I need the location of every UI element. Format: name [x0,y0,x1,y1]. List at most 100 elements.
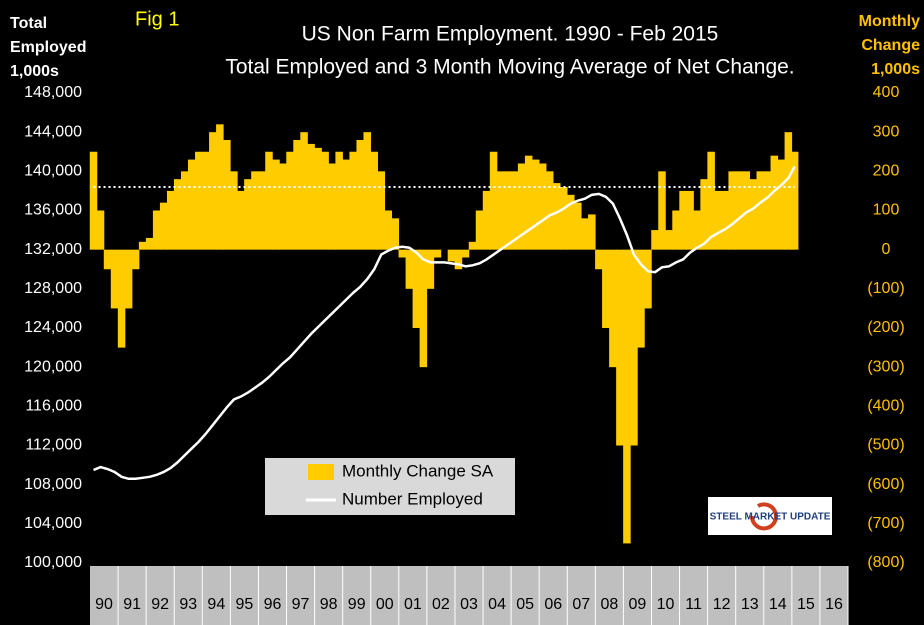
bar [517,163,526,250]
bar [103,249,112,270]
y2-tick-label: (700) [867,515,904,532]
y2-tick-label: 200 [873,163,900,180]
bar [131,249,140,270]
bar [658,171,666,250]
bar [538,163,547,250]
bar [202,151,210,250]
x-tick-label: 99 [348,596,366,613]
y-tick-label: 116,000 [25,398,82,415]
bar [777,159,786,250]
bar [419,249,428,368]
y-tick-label: 132,000 [24,241,82,258]
chart-title: US Non Farm Employment. 1990 - Feb 2015 [302,23,719,46]
bar [195,151,203,250]
bar [496,171,505,250]
bar [581,218,589,250]
legend-label: Monthly Change SA [342,461,494,480]
bar [279,163,287,250]
x-tick-label: 04 [488,596,506,613]
legend [265,458,515,515]
bar [616,249,624,446]
bar [735,171,743,250]
bar [286,151,294,250]
bar [258,171,266,250]
bar [510,171,519,250]
bar [342,159,350,250]
bar [314,147,322,250]
bar [335,151,343,250]
bar [644,249,652,309]
bar [117,249,126,348]
bar [180,171,189,250]
bar [370,151,379,250]
x-tick-label: 01 [404,596,422,613]
x-tick-label: 15 [797,596,815,613]
bar [328,163,336,250]
bar [707,151,715,250]
bar [138,241,147,250]
y2-tick-label: 100 [873,202,900,219]
bar [377,171,386,250]
bar [173,179,182,250]
x-axis-band [90,566,848,625]
bar [124,249,133,309]
x-tick-label: 16 [825,596,843,613]
x-tick-label: 11 [685,596,702,613]
bar [159,202,168,250]
x-tick-label: 13 [741,596,759,613]
y-tick-label: 148,000 [24,84,82,101]
y2-axis-label: Change [861,37,920,54]
bar [700,179,708,250]
bar [433,249,442,258]
x-tick-label: 91 [123,596,141,613]
bar [693,210,701,250]
bar [728,171,736,250]
x-tick-label: 94 [207,596,225,613]
plot-area [89,124,799,544]
x-tick-label: 08 [600,596,618,613]
bar [265,151,273,250]
bar [349,151,357,250]
bar [307,143,315,250]
fig-label: Fig 1 [135,8,179,30]
bar [609,249,617,368]
y-tick-label: 136,000 [24,202,82,219]
bar [244,179,252,250]
bar [412,249,421,328]
bar [742,171,750,250]
bar [595,249,603,270]
bar [679,190,687,250]
bar [574,202,582,250]
y-tick-label: 104,000 [24,515,82,532]
bar [223,140,231,250]
bar [714,190,722,250]
x-tick-label: 10 [657,596,675,613]
x-tick-label: 92 [151,596,169,613]
bar [145,237,154,250]
bar [321,151,329,250]
y2-tick-label: (500) [867,437,904,454]
bar [209,132,217,250]
y-tick-label: 108,000 [24,476,82,493]
x-tick-label: 09 [629,596,647,613]
y-tick-label: 140,000 [24,163,82,180]
bar [237,190,245,250]
bar [784,132,793,250]
bar [482,190,491,250]
bar [188,159,196,250]
x-tick-label: 07 [572,596,590,613]
y-tick-label: 120,000 [24,358,82,375]
legend-swatch [308,464,334,480]
line [93,165,796,481]
y2-axis-label: 1,000s [871,61,920,78]
bar [763,171,772,250]
y2-tick-label: (800) [867,554,904,571]
bar [623,249,631,544]
bar [531,159,540,250]
bar [559,187,568,250]
logo: STEEL MARKET UPDATE [710,512,831,523]
y2-tick-label: 300 [873,123,900,140]
x-tick-label: 05 [516,596,534,613]
y-tick-label: 144,000 [24,123,82,140]
